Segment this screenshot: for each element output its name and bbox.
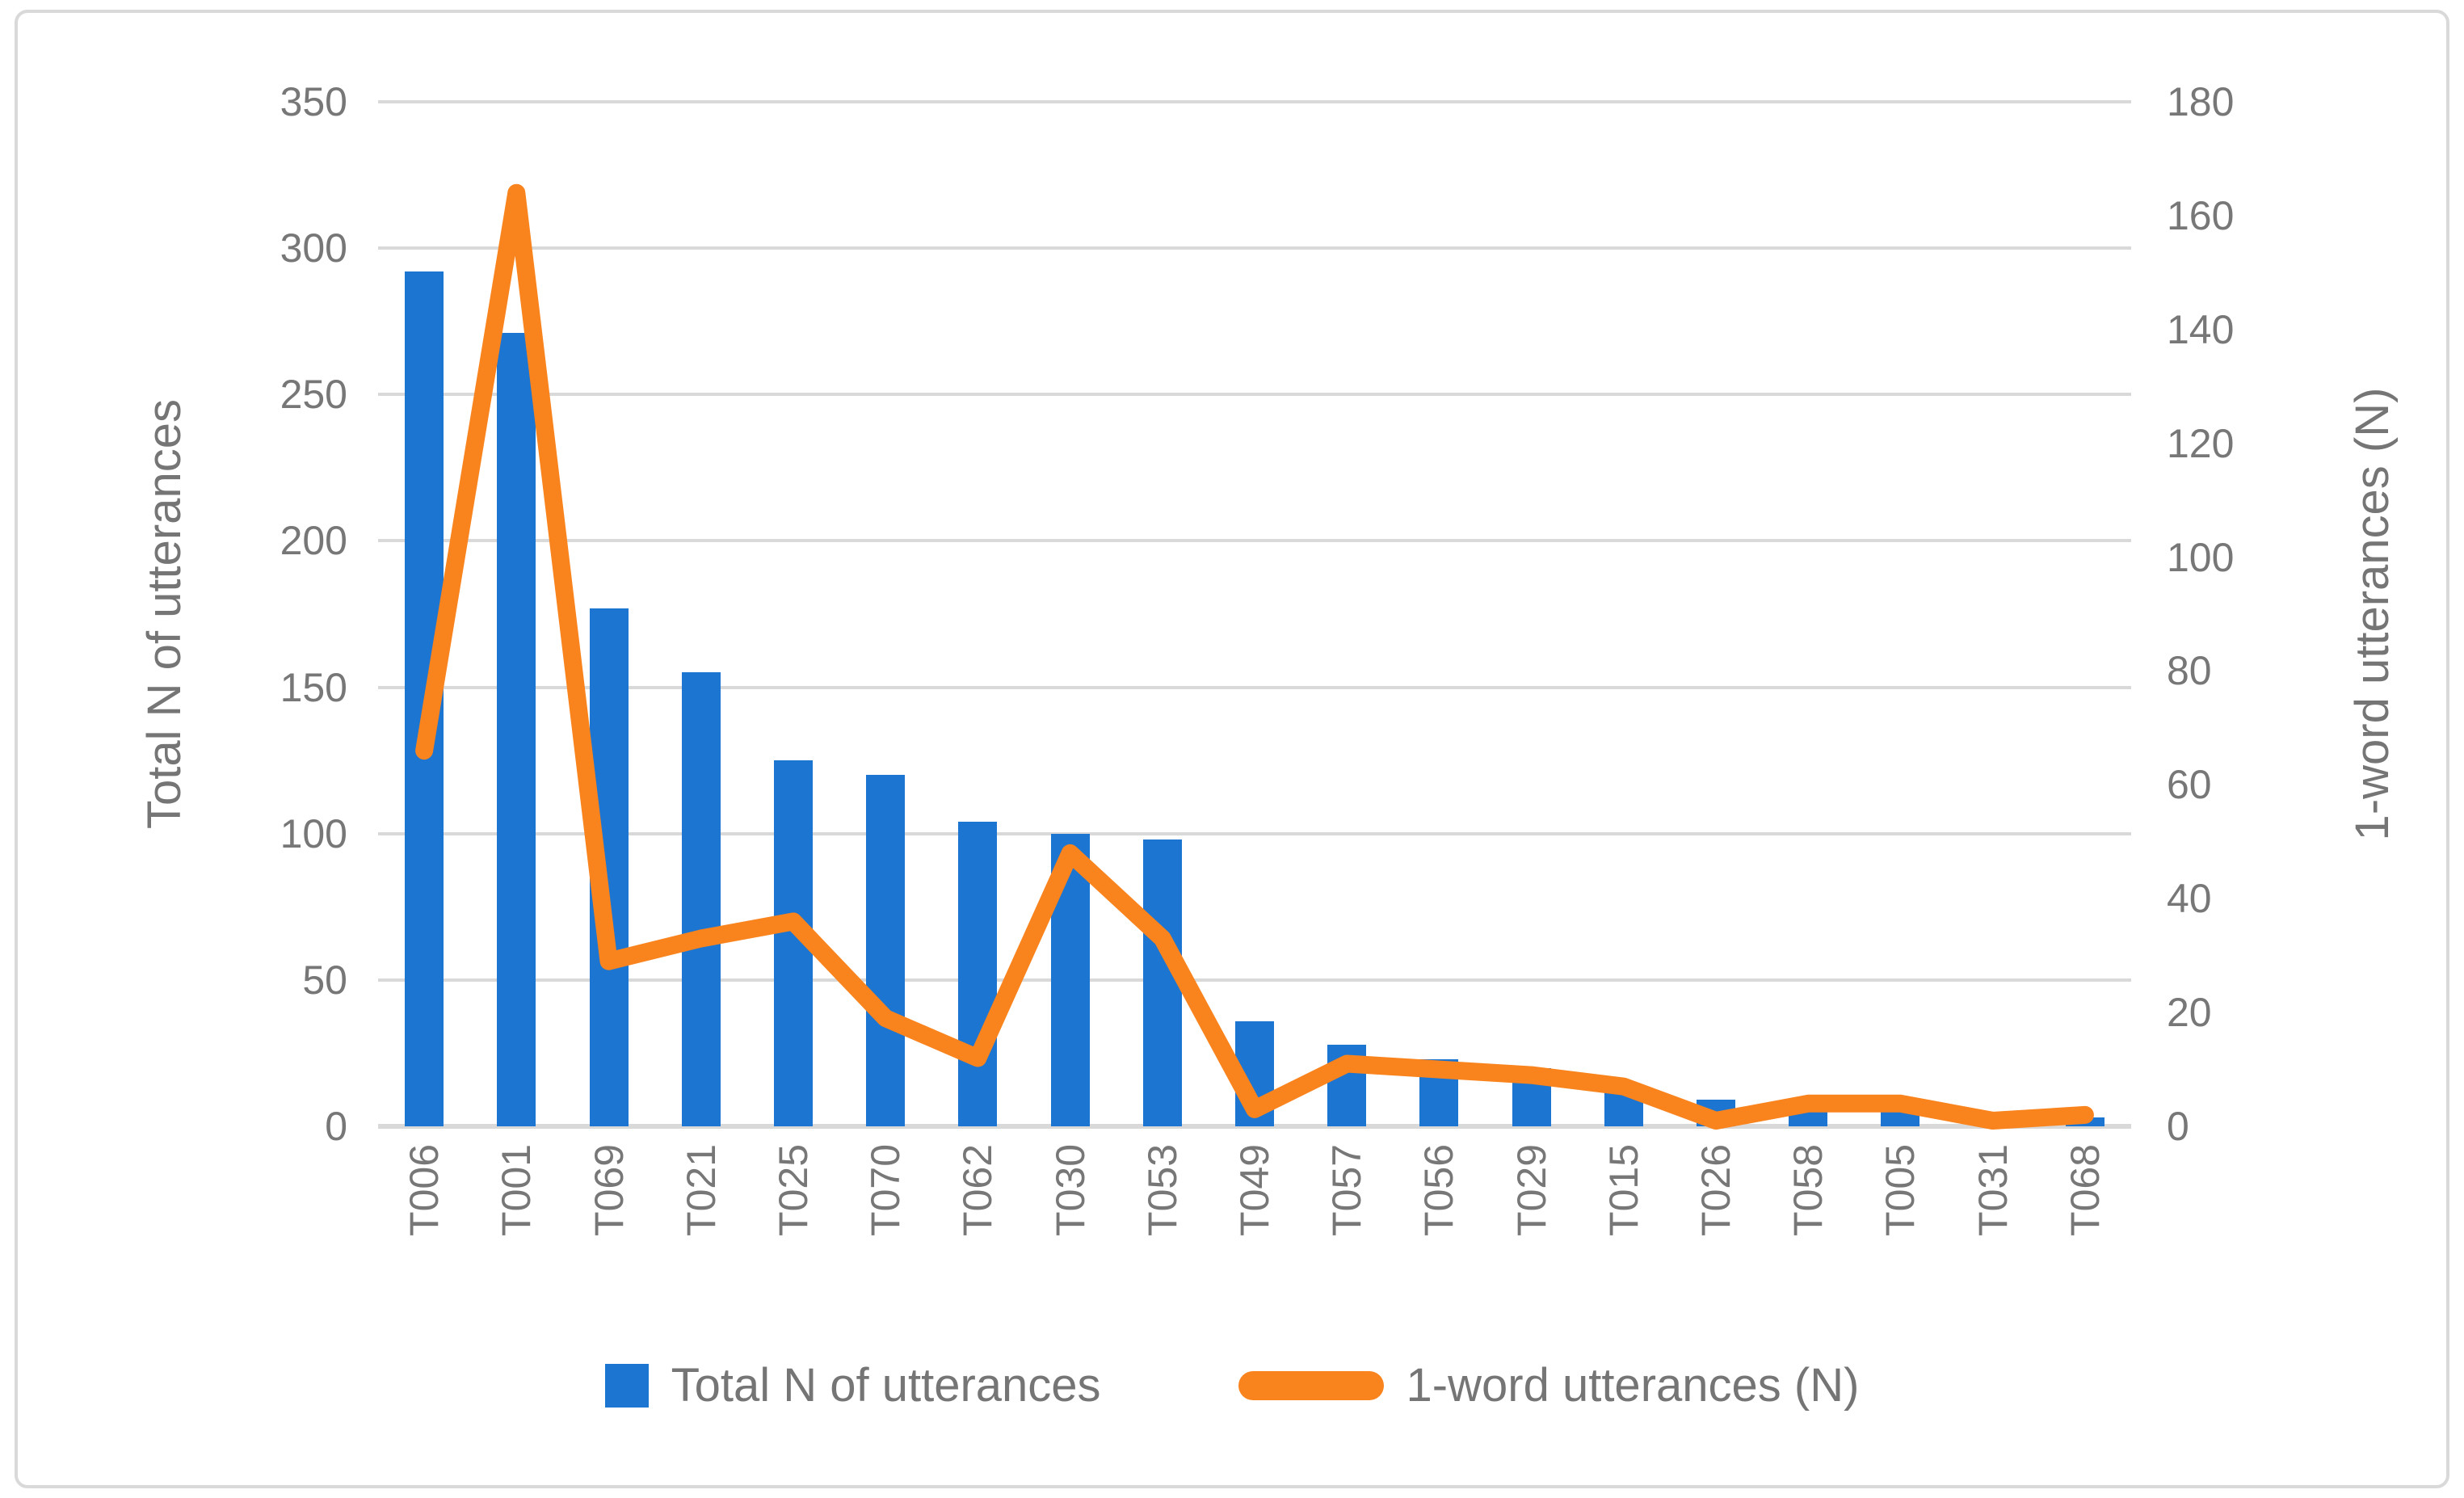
x-axis-label-T068: T068 <box>2062 1144 2108 1236</box>
x-axis-label-T006: T006 <box>402 1144 448 1236</box>
bar-T053 <box>1142 839 1182 1126</box>
bar-series-swatch-icon <box>604 1364 649 1408</box>
bar-T070 <box>866 775 906 1126</box>
right-axis-tick-80: 80 <box>2167 648 2212 694</box>
bar-T021 <box>681 672 721 1126</box>
x-axis-label-T029: T029 <box>1508 1144 1554 1236</box>
right-axis-tick-120: 120 <box>2167 420 2235 466</box>
left-axis-tick-100: 100 <box>280 810 347 856</box>
left-axis-tick-350: 350 <box>280 79 347 124</box>
legend: Total N of utterances 1-word utterances … <box>18 1357 2446 1414</box>
right-axis-tick-180: 180 <box>2167 79 2235 124</box>
right-axis-tick-0: 0 <box>2167 1104 2189 1149</box>
legend-label-total-utterances: Total N of utterances <box>671 1359 1101 1412</box>
gridline <box>378 246 2131 250</box>
line-series-1-word-utterances <box>415 183 2094 1130</box>
plot-area <box>378 100 2131 1130</box>
x-axis-label-T062: T062 <box>955 1144 1001 1236</box>
x-axis-label-T057: T057 <box>1324 1144 1370 1236</box>
bar-T001 <box>497 333 536 1126</box>
left-axis-tick-0: 0 <box>325 1104 347 1149</box>
x-axis-label-T026: T026 <box>1693 1144 1739 1236</box>
line-series-swatch-icon <box>1238 1371 1384 1400</box>
right-axis-tick-160: 160 <box>2167 192 2235 238</box>
bar-T058 <box>1789 1111 1828 1126</box>
x-axis-label-T070: T070 <box>863 1144 909 1236</box>
left-axis-tick-150: 150 <box>280 664 347 710</box>
gridline <box>378 685 2131 689</box>
right-axis-tick-40: 40 <box>2167 876 2212 922</box>
legend-item-one-word-utterances: 1-word utterances (N) <box>1238 1357 1860 1414</box>
bar-T062 <box>958 822 998 1126</box>
gridline <box>378 831 2131 835</box>
right-axis-title: 1-word utterances (N) <box>2346 387 2399 841</box>
x-axis-label-T030: T030 <box>1047 1144 1093 1236</box>
gridline <box>378 978 2131 982</box>
right-axis-tick-140: 140 <box>2167 306 2235 352</box>
x-axis-label-T049: T049 <box>1232 1144 1277 1236</box>
left-axis-tick-50: 50 <box>302 957 347 1003</box>
x-axis-label-T056: T056 <box>1416 1144 1462 1236</box>
gridline <box>378 100 2131 103</box>
x-axis-label-T005: T005 <box>1877 1144 1924 1236</box>
left-axis-tick-250: 250 <box>280 372 347 418</box>
left-axis-tick-200: 200 <box>280 518 347 564</box>
legend-label-one-word-utterances: 1-word utterances (N) <box>1406 1359 1860 1412</box>
right-axis-tick-60: 60 <box>2167 762 2212 808</box>
left-axis-tick-300: 300 <box>280 225 347 271</box>
x-axis-label-T058: T058 <box>1785 1144 1831 1236</box>
x-axis-label-T025: T025 <box>770 1144 816 1236</box>
x-axis-label-T069: T069 <box>586 1144 632 1236</box>
gridline <box>378 393 2131 397</box>
right-axis-tick-100: 100 <box>2167 534 2235 580</box>
x-axis-line <box>378 1124 2131 1129</box>
right-axis-tick-20: 20 <box>2167 990 2212 1036</box>
x-axis-label-T031: T031 <box>1970 1144 2016 1236</box>
x-axis-label-T053: T053 <box>1139 1144 1185 1236</box>
chart-frame: 350 300 250 200 150 100 50 0 180 160 140 120 100 80 6… <box>15 10 2449 1488</box>
x-axis-label-T021: T021 <box>678 1144 724 1236</box>
left-axis-title: Total N of utterances <box>138 399 191 829</box>
gridline <box>378 539 2131 543</box>
x-axis-label-T015: T015 <box>1600 1144 1646 1236</box>
x-axis-label-T001: T001 <box>494 1144 540 1236</box>
bar-T005 <box>1881 1111 1920 1126</box>
legend-item-total-utterances: Total N of utterances <box>604 1357 1101 1414</box>
